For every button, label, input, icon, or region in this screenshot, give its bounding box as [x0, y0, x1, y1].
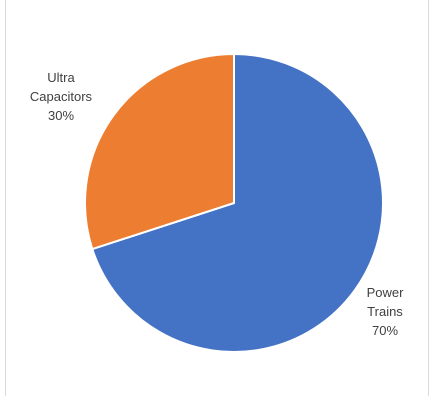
pie-slice-power-trains [91, 53, 384, 353]
pie-labels: Power Trains 70% Ultra Capacitors 30% [30, 70, 404, 338]
slice-label-line: Capacitors [30, 89, 93, 104]
slice-label-line: Ultra [47, 70, 75, 85]
slice-label-ultra-capacitors: Ultra Capacitors 30% [30, 70, 93, 123]
slice-label-line: Power [367, 285, 405, 300]
slice-label-power-trains: Power Trains 70% [367, 285, 405, 338]
chart-area [5, 0, 429, 396]
slice-label-line: 30% [48, 108, 74, 123]
pie-slices [84, 53, 384, 353]
pie-slice-ultra-capacitors [84, 53, 235, 251]
slice-label-line: 70% [372, 323, 398, 338]
slice-label-line: Trains [367, 304, 403, 319]
